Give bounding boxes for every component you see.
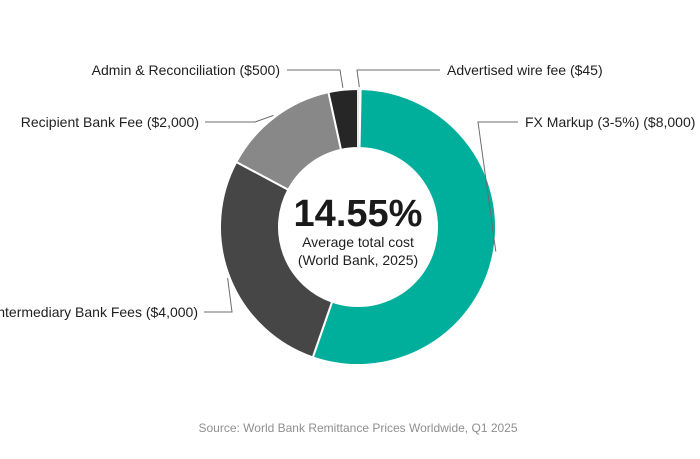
center-subtitle-line2: (World Bank, 2025): [298, 252, 418, 268]
slice-intermediary: [219, 160, 334, 359]
leader-lines-layer: [204, 69, 518, 313]
slice-label-recipient: Recipient Bank Fee ($2,000): [21, 114, 199, 130]
leader-line-advertised: [356, 69, 440, 88]
slice-label-fx: FX Markup (3-5%) ($8,000): [525, 114, 695, 130]
slice-label-advertised: Advertised wire fee ($45): [447, 62, 603, 78]
center-value: 14.55%: [294, 193, 423, 235]
slices-layer: [219, 87, 497, 366]
leader-line-admin: [287, 69, 344, 88]
slice-label-admin: Admin & Reconciliation ($500): [92, 62, 280, 78]
slice-fx: [311, 88, 497, 366]
slice-label-intermediary: Intermediary Bank Fees ($4,000): [0, 304, 198, 320]
source-note: Source: World Bank Remittance Prices Wor…: [198, 421, 517, 435]
slice-labels-layer: Advertised wire fee ($45) FX Markup (3-5%…: [0, 62, 695, 320]
leader-line-recipient: [205, 114, 274, 123]
leader-line-fx: [477, 121, 518, 252]
leader-line-intermediary: [204, 277, 233, 313]
center-subtitle-line1: Average total cost: [302, 234, 414, 250]
